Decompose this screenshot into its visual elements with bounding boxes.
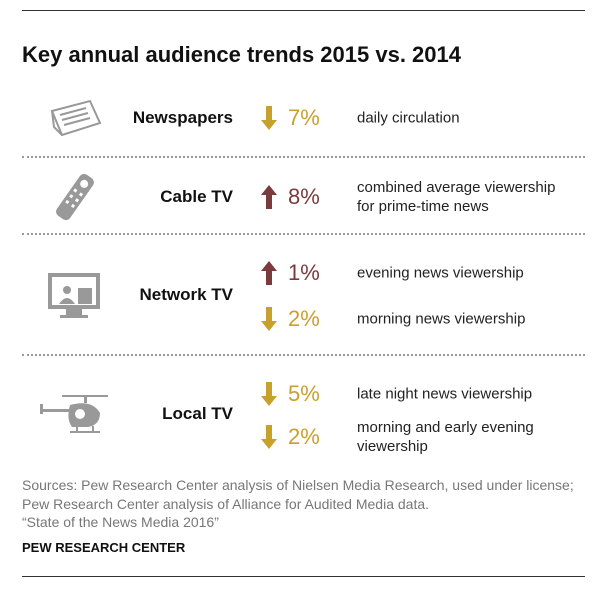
trend-description: combined average viewership for prime-ti… [357, 179, 556, 215]
trend-description: evening news viewership [357, 264, 524, 282]
arrow-shape [261, 185, 277, 209]
arrow-shape [261, 307, 277, 331]
arrow-up [261, 261, 277, 285]
trend-description: morning and early evening viewership [357, 419, 534, 455]
arrow-down [261, 307, 277, 331]
trend-description: daily circulation [357, 109, 460, 127]
change-percent: 5% [288, 381, 320, 406]
sources: Sources: Pew Research Center analysis of… [22, 477, 574, 512]
tv-icon [48, 273, 100, 318]
divider [22, 233, 585, 235]
medium-label: Cable TV [160, 187, 233, 206]
arrow-shape [261, 425, 277, 449]
change-percent: 7% [288, 105, 320, 130]
arrow-up [261, 185, 277, 209]
medium-label: Network TV [139, 285, 233, 304]
medium-label: Local TV [162, 404, 233, 423]
divider [22, 354, 585, 356]
arrow-shape [261, 261, 277, 285]
trend-description: morning news viewership [357, 310, 526, 328]
remote-icon [56, 173, 94, 221]
title: Key annual audience trends 2015 vs. 2014 [22, 42, 462, 67]
medium-label: Newspapers [132, 108, 233, 127]
change-percent: 8% [288, 184, 320, 209]
bottom-rule [22, 576, 585, 577]
top-rule [22, 10, 585, 11]
footer: PEW RESEARCH CENTER [22, 540, 186, 555]
arrow-down [261, 382, 277, 406]
arrow-down [261, 106, 277, 130]
trend-description: late night news viewership [357, 385, 533, 403]
helicopter-icon [40, 395, 108, 433]
arrow-down [261, 425, 277, 449]
arrow-shape [261, 382, 277, 406]
newspaper-icon [50, 99, 102, 137]
arrow-shape [261, 106, 277, 130]
divider [22, 156, 585, 158]
change-percent: 2% [288, 424, 320, 449]
change-percent: 2% [288, 306, 320, 331]
change-percent: 1% [288, 260, 320, 285]
report-name: “State of the News Media 2016” [22, 514, 219, 530]
